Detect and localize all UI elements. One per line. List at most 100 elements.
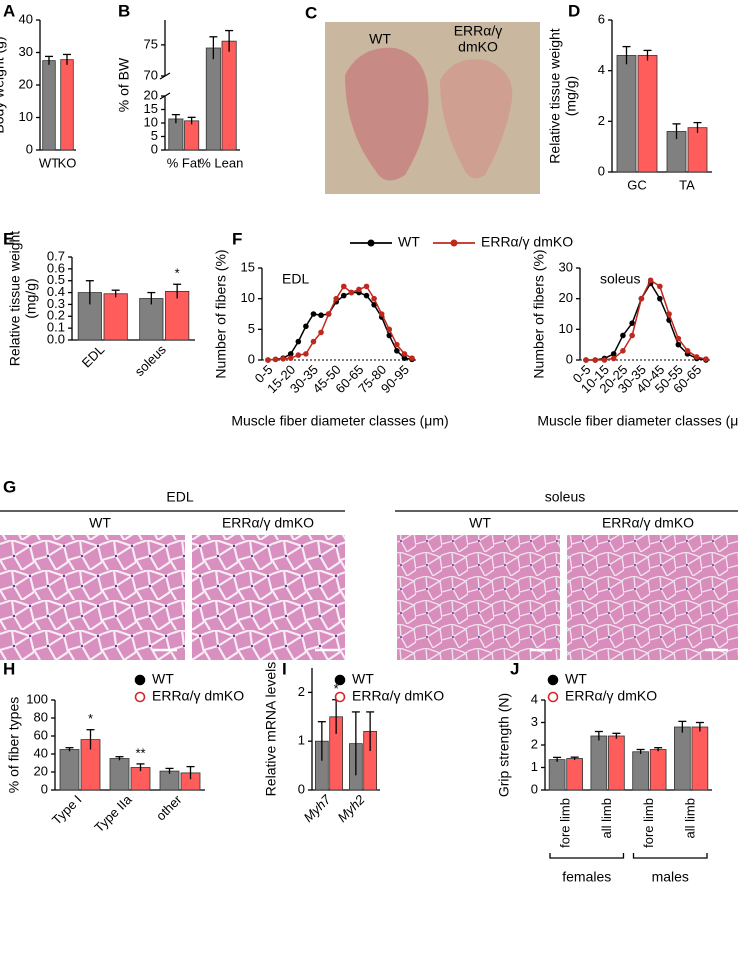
- bar: [616, 55, 637, 173]
- y-tick-label: 5: [248, 321, 255, 336]
- significance: *: [334, 681, 339, 696]
- y-tick-label: 2: [298, 684, 305, 699]
- bar: [590, 735, 608, 791]
- y-tick-label: 1: [531, 759, 538, 774]
- y-axis-label: Number of fibers (%): [531, 249, 547, 378]
- legend-marker: [547, 674, 559, 686]
- y-tick-label: 0: [566, 351, 573, 366]
- point: [340, 283, 347, 290]
- point: [310, 338, 317, 345]
- point: [629, 332, 635, 339]
- y-tick-label: 30: [559, 259, 573, 274]
- y-tick-label: 0.1: [47, 320, 65, 335]
- point: [675, 341, 682, 348]
- point: [280, 355, 286, 362]
- x-tick-label: soleus: [132, 342, 170, 380]
- bar: [637, 55, 658, 173]
- x-tick-label: GC: [627, 177, 647, 192]
- image-label: ERRα/γ dmKO: [222, 515, 314, 531]
- point: [363, 292, 370, 299]
- x-tick-label: fore limb: [641, 798, 656, 848]
- point: [592, 357, 599, 363]
- y-tick-label: 75: [144, 36, 158, 51]
- y-tick-label: 20: [34, 763, 48, 778]
- group-bracket: [632, 853, 708, 859]
- legend-label: ERRα/γ dmKO: [481, 234, 573, 250]
- significance: *: [175, 266, 180, 281]
- point: [295, 338, 302, 345]
- panel-letter: F: [232, 229, 242, 248]
- point: [401, 351, 408, 357]
- point: [363, 283, 370, 290]
- point: [675, 335, 682, 342]
- x-tick-label: Type I: [49, 792, 85, 828]
- legend-label: ERRα/γ dmKO: [152, 688, 244, 704]
- image-label: WT: [469, 515, 491, 531]
- x-tick-label: Myh7: [300, 791, 334, 825]
- y-axis-label: Number of fibers (%): [213, 249, 229, 378]
- panel-letter: J: [510, 659, 519, 678]
- y-tick-label: 20: [144, 87, 158, 102]
- bar: [632, 751, 649, 791]
- panel-letter: C: [305, 3, 317, 22]
- bar: [109, 758, 130, 791]
- bar: [60, 59, 74, 151]
- point: [394, 341, 400, 348]
- x-axis-label: Muscle fiber diameter classes (μm): [231, 413, 448, 429]
- x-tick-label: % Fat: [167, 155, 201, 170]
- point: [703, 356, 709, 362]
- y-tick-label: 0.4: [47, 284, 65, 299]
- point: [409, 355, 415, 361]
- y-tick-label: 0: [41, 781, 48, 796]
- subtitle: soleus: [600, 271, 640, 287]
- point: [629, 320, 635, 327]
- point: [303, 351, 309, 357]
- bar: [649, 749, 667, 791]
- point: [657, 283, 663, 290]
- series-line: [267, 291, 413, 361]
- image-label: WT: [89, 515, 111, 531]
- y-axis-label: (mg/g): [563, 76, 579, 116]
- y-tick-label: 0.7: [47, 248, 65, 263]
- bar: [221, 40, 237, 151]
- y-tick-label: 0: [598, 163, 605, 178]
- photo-label: WT: [369, 31, 391, 47]
- point: [620, 332, 626, 339]
- point: [638, 295, 645, 302]
- y-tick-label: 5: [151, 128, 158, 143]
- y-tick-label: 4: [531, 691, 538, 706]
- y-tick-label: 2: [598, 113, 605, 128]
- legend-marker: [334, 691, 346, 703]
- image-label: ERRα/γ dmKO: [602, 515, 694, 531]
- y-axis-label: Grip strength (N): [496, 693, 512, 797]
- point: [401, 355, 408, 361]
- point: [371, 302, 377, 308]
- series-line: [267, 285, 413, 361]
- bar: [687, 127, 708, 173]
- bar: [139, 298, 164, 341]
- point: [310, 311, 317, 317]
- y-axis-label: (mg/g): [23, 278, 39, 318]
- bar: [566, 758, 583, 791]
- y-tick-label: 1: [298, 733, 305, 748]
- point: [371, 295, 377, 302]
- bar: [42, 60, 56, 151]
- point: [295, 352, 302, 358]
- y-tick-label: 20: [559, 290, 573, 305]
- point: [318, 329, 324, 336]
- subtitle: EDL: [282, 271, 309, 287]
- point: [348, 289, 355, 296]
- bar: [691, 726, 709, 791]
- bar: [103, 293, 128, 341]
- y-tick-label: 100: [26, 691, 48, 706]
- x-tick-label: all limb: [599, 798, 614, 838]
- group-title: soleus: [545, 489, 585, 505]
- x-tick-label: TA: [679, 177, 695, 192]
- legend-marker: [134, 674, 146, 686]
- x-tick-label: EDL: [79, 342, 107, 370]
- y-tick-label: 0.6: [47, 260, 65, 275]
- y-tick-label: 0: [26, 141, 33, 156]
- point: [378, 311, 385, 317]
